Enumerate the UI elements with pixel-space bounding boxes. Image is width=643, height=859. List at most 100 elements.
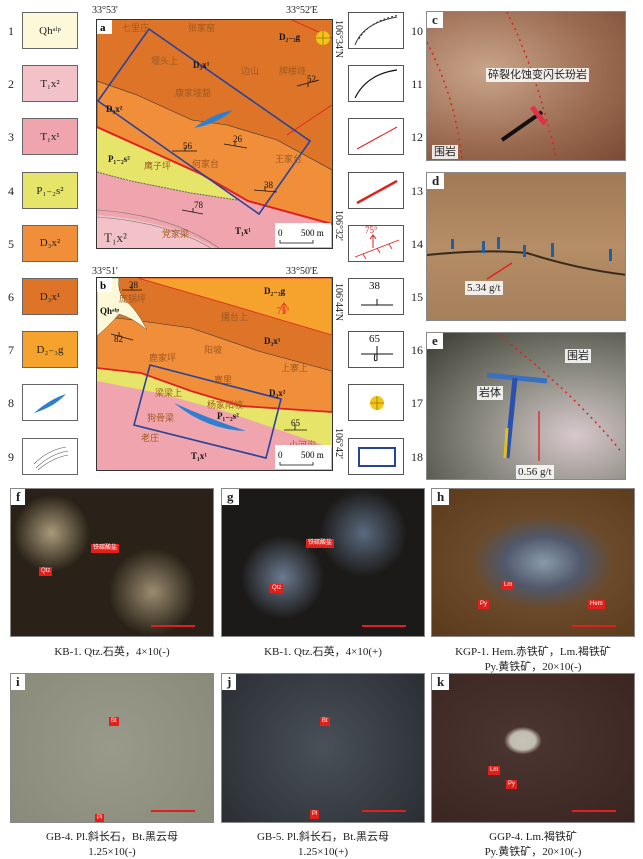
- place-label: 党家梁: [162, 228, 189, 239]
- legend-item-17: [348, 384, 404, 422]
- place-label: 老庄: [141, 432, 159, 443]
- field-photo-c: c 碎裂化蚀变闪长玢岩 围岩: [426, 11, 626, 161]
- dip-label: 28: [129, 280, 139, 290]
- unit-label: D₂₋₃g: [264, 286, 286, 296]
- legend-number: 10: [411, 24, 423, 38]
- caption-line-2: 1.25×10(+): [298, 846, 348, 858]
- unit-label: P₁₋₂s²: [108, 154, 130, 164]
- scale-bar: [151, 810, 195, 812]
- map-b-coord-tl: 33°51': [92, 266, 118, 277]
- legend-item-18: [348, 437, 404, 475]
- micrograph-caption: GGP-4. Lm.褐铁矿 Py.黄铁矿，20×10(-): [423, 830, 643, 859]
- place-label: 鹰子坪: [144, 160, 171, 171]
- place-label: 上寨上: [281, 362, 308, 373]
- mineral-label: 铁碳酸盐: [91, 544, 120, 553]
- micrograph-k: k Lm Py: [431, 673, 635, 823]
- map-b-coord-rb: 106°42': [333, 428, 344, 459]
- place-label: 小河沟: [289, 439, 316, 450]
- caption-line-1: KB-1. Qtz.石英，4×10(-): [54, 646, 170, 658]
- caption-line-1: GB-5. Pl.斜长石，Bt.黑云母: [256, 831, 389, 843]
- stratigraphic-boundary-icon: [354, 69, 398, 99]
- study-area-rectangle-icon: [358, 446, 396, 467]
- map-a-coord-rb: 106°32': [333, 210, 344, 241]
- unit-label: P₁₋₂s²: [217, 411, 239, 421]
- legend-symbol-value: 38: [369, 280, 380, 292]
- legend-number: 2: [8, 77, 14, 92]
- place-label: 狗骨梁: [147, 412, 174, 423]
- legend-number: 18: [411, 449, 423, 464]
- micrograph-g: g 铁碳酸盐 Qtz: [221, 488, 425, 637]
- place-label: 庞锅坪: [119, 293, 146, 304]
- place-label: 寨里: [214, 374, 232, 385]
- legend-unit-label: T₁x²: [40, 77, 60, 90]
- scale-label: 500 m: [301, 450, 324, 460]
- legend-number: 17: [411, 396, 423, 411]
- unconformity-boundary-icon: [354, 14, 400, 46]
- legend-item-11: [348, 65, 404, 103]
- place-label: 何家台: [192, 158, 219, 169]
- unit-label: D₂₋₃g: [279, 32, 301, 42]
- unit-label: D₃x²: [269, 388, 286, 398]
- legend-unit-label: D₃x²: [39, 237, 61, 250]
- panel-tag: d: [427, 173, 445, 189]
- legend-unit-label: D₂₋₃g: [36, 344, 64, 357]
- strike-dip-icon: [361, 299, 393, 306]
- legend-symbol-value: 75°: [365, 224, 378, 235]
- unit-label: D₃x¹: [193, 60, 210, 70]
- unit-label: D₃x²: [106, 104, 123, 114]
- place-label: 阳坡: [204, 344, 222, 355]
- panel-tag: h: [432, 489, 450, 505]
- legend-item-9: [22, 437, 78, 475]
- legend-item-2: T₁x²: [22, 65, 78, 103]
- legend-item-15: 38: [348, 278, 404, 315]
- panel-tag: g: [222, 489, 239, 505]
- place-label: 边山: [241, 66, 259, 76]
- micrograph-caption: KB-1. Qtz.石英，4×10(+): [213, 645, 433, 660]
- scale-bar: [151, 625, 195, 627]
- field-photo-d: d 5.34 g/t: [426, 172, 626, 321]
- place-label: 张家窑: [188, 22, 215, 33]
- place-label: 七里庄: [122, 22, 149, 33]
- place-label: 播台上: [221, 311, 248, 322]
- panel-tag: a: [100, 22, 106, 34]
- dip-label: 56: [183, 141, 193, 151]
- geological-map-b: 28 庞锅坪 Qhᵃˡᵖ 82 D₂₋₃g 播台上 75° D₃x¹ 阳坡 鹿家…: [96, 277, 333, 471]
- micrograph-i: i Bt Pl: [10, 673, 214, 823]
- caption-line-1: KB-1. Qtz.石英，4×10(+): [264, 646, 382, 658]
- mineral-label: Lm: [488, 766, 501, 775]
- legend-item-14: 75°: [348, 224, 404, 262]
- unit-label: T₁x²: [104, 230, 127, 245]
- dip-label: 52: [307, 74, 316, 84]
- legend-unit-label: Qhᵃˡᵖ: [39, 24, 61, 37]
- caption-line-1: GGP-4. Lm.褐铁矿: [489, 831, 577, 843]
- intrusion-label: 岩体: [477, 386, 503, 400]
- legend-item-6: D₃x¹: [22, 278, 78, 315]
- map-b-coord-tr: 33°50'E: [286, 266, 318, 277]
- caption-line-2: Py.黄铁矿，20×10(-): [484, 846, 582, 858]
- thrust-dip-label: 75°: [277, 306, 290, 316]
- legend-number: 15: [411, 290, 423, 304]
- legend-number: 4: [8, 183, 14, 198]
- dip-label: 78: [194, 200, 204, 210]
- legend-item-5: D₃x²: [22, 224, 78, 262]
- scale-bar: [362, 810, 406, 812]
- legend-item-7: D₂₋₃g: [22, 331, 78, 369]
- dip-label: 38: [264, 180, 274, 190]
- micrograph-caption: GB-5. Pl.斜长石，Bt.黑云母 1.25×10(+): [213, 830, 433, 859]
- caption-line-2: 1.25×10(-): [88, 846, 136, 858]
- legend-number: 3: [8, 130, 14, 145]
- micrograph-f: f 铁碳酸盐 Qtz: [10, 488, 214, 637]
- place-label: 康家垭豁: [175, 87, 211, 98]
- map-a-coord-rt: 106°34'N: [333, 20, 344, 59]
- panel-tag: k: [432, 674, 450, 690]
- unit-label: D₃x¹: [264, 336, 281, 346]
- legend-unit-label: T₁x¹: [40, 130, 60, 143]
- legend-unit-label: P₁₋₂s²: [36, 184, 64, 197]
- map-a-coord-tr: 33°52'E: [286, 5, 318, 16]
- thrust-fault-icon: [354, 233, 400, 260]
- legend-item-13: [348, 171, 404, 209]
- legend-unit-label: D₃x¹: [39, 290, 61, 303]
- ore-body-lens: [194, 110, 233, 128]
- wall-rock-label: 围岩: [432, 145, 458, 159]
- gold-grade-label: 5.34 g/t: [465, 281, 503, 295]
